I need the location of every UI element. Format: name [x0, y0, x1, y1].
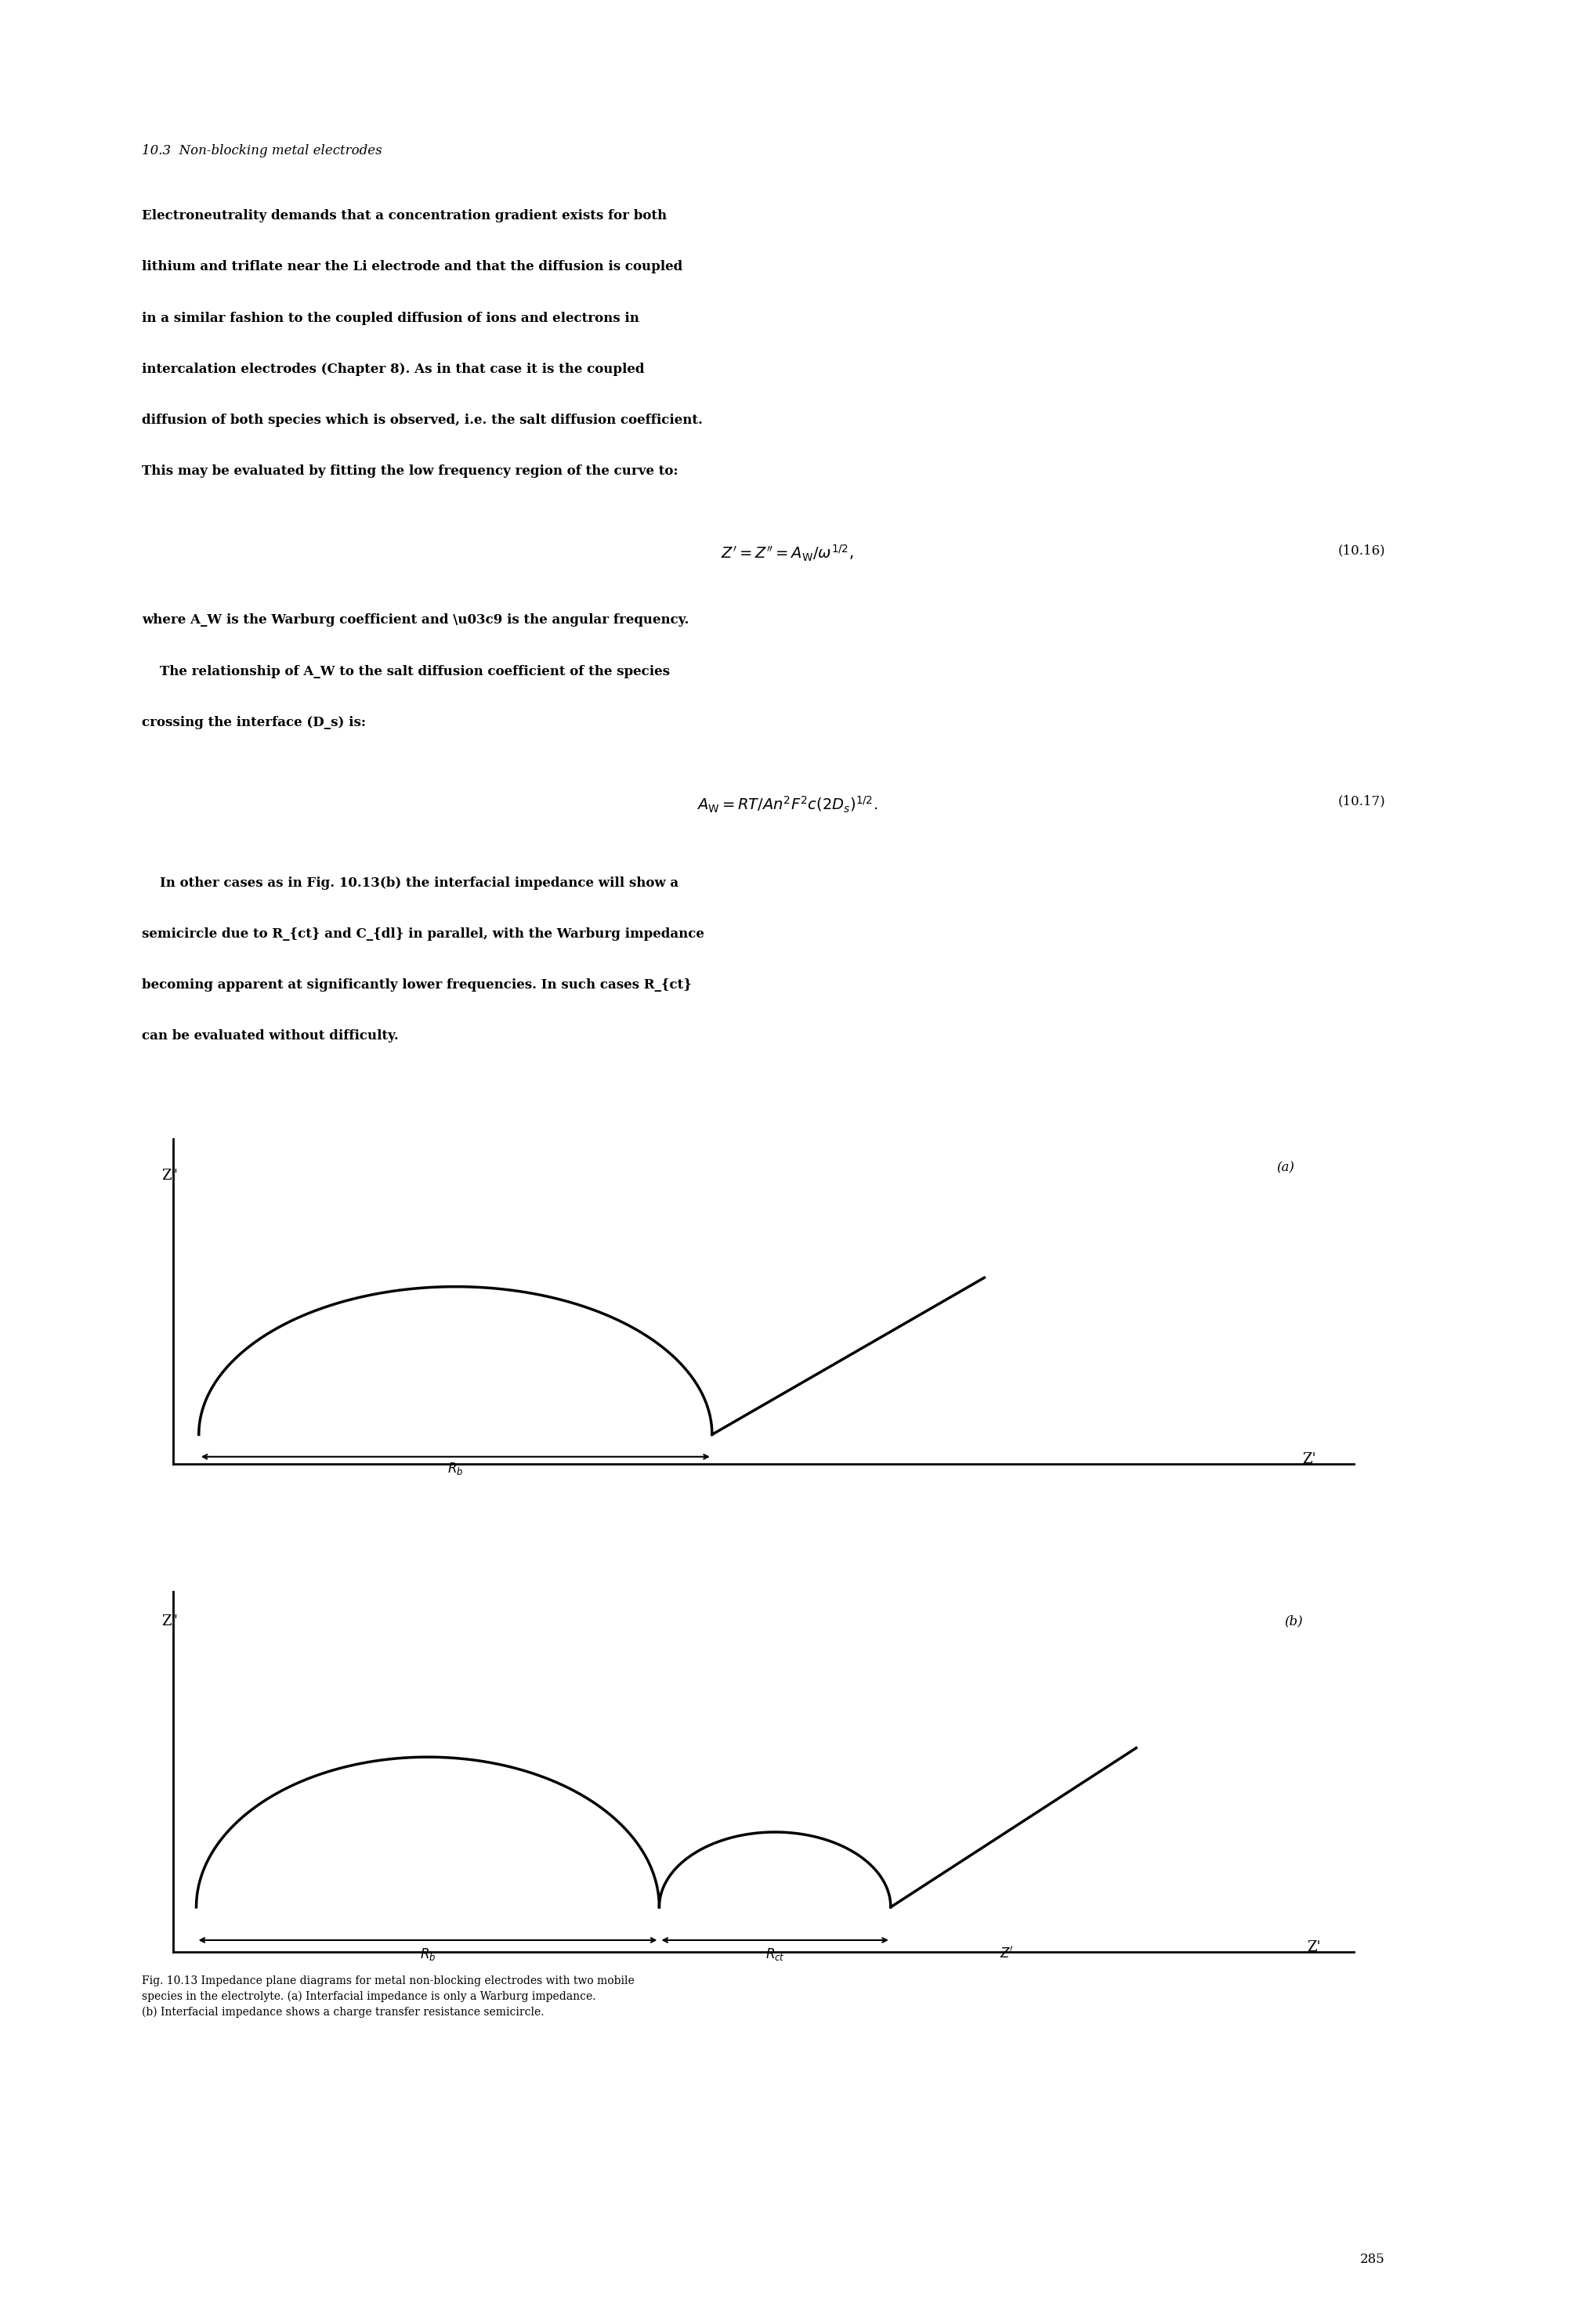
Text: The relationship of A_W to the salt diffusion coefficient of the species: The relationship of A_W to the salt diff… [142, 665, 669, 679]
Text: (10.17): (10.17) [1338, 795, 1385, 809]
Text: semicircle due to R_{ct} and C_{dl} in parallel, with the Warburg impedance: semicircle due to R_{ct} and C_{dl} in p… [142, 927, 704, 941]
Text: Electroneutrality demands that a concentration gradient exists for both: Electroneutrality demands that a concent… [142, 209, 667, 223]
Text: crossing the interface (D_s) is:: crossing the interface (D_s) is: [142, 716, 365, 730]
Text: Z": Z" [162, 1615, 178, 1629]
Text: Z': Z' [1308, 1941, 1321, 1954]
Text: $Z'$: $Z'$ [999, 1945, 1014, 1961]
Text: (b): (b) [1284, 1615, 1303, 1627]
Text: Z': Z' [1302, 1452, 1316, 1466]
Text: 10.3  Non-blocking metal electrodes: 10.3 Non-blocking metal electrodes [142, 144, 382, 158]
Text: intercalation electrodes (Chapter 8). As in that case it is the coupled: intercalation electrodes (Chapter 8). As… [142, 363, 644, 376]
Text: 285: 285 [1360, 2252, 1385, 2266]
Text: (a): (a) [1277, 1162, 1294, 1174]
Text: $R_b$: $R_b$ [447, 1462, 463, 1476]
Text: in a similar fashion to the coupled diffusion of ions and electrons in: in a similar fashion to the coupled diff… [142, 311, 639, 325]
Text: diffusion of both species which is observed, i.e. the salt diffusion coefficient: diffusion of both species which is obser… [142, 414, 702, 428]
Text: $A_{\rm W} = RT/An^2F^2c(2D_s)^{1/2}.$: $A_{\rm W} = RT/An^2F^2c(2D_s)^{1/2}.$ [696, 795, 878, 813]
Text: $R_{ct}$: $R_{ct}$ [765, 1945, 785, 1961]
Text: becoming apparent at significantly lower frequencies. In such cases R_{ct}: becoming apparent at significantly lower… [142, 978, 691, 992]
Text: (10.16): (10.16) [1338, 544, 1385, 558]
Text: This may be evaluated by fitting the low frequency region of the curve to:: This may be evaluated by fitting the low… [142, 465, 678, 479]
Text: can be evaluated without difficulty.: can be evaluated without difficulty. [142, 1030, 398, 1043]
Text: lithium and triflate near the Li electrode and that the diffusion is coupled: lithium and triflate near the Li electro… [142, 260, 683, 274]
Text: Fig. 10.13 Impedance plane diagrams for metal non-blocking electrodes with two m: Fig. 10.13 Impedance plane diagrams for … [142, 1975, 634, 2017]
Text: $R_b$: $R_b$ [420, 1945, 436, 1961]
Text: $Z' = Z'' = A_{\rm W}/\omega^{1/2},$: $Z' = Z'' = A_{\rm W}/\omega^{1/2},$ [721, 544, 853, 562]
Text: where A_W is the Warburg coefficient and \u03c9 is the angular frequency.: where A_W is the Warburg coefficient and… [142, 614, 689, 627]
Text: In other cases as in Fig. 10.13(b) the interfacial impedance will show a: In other cases as in Fig. 10.13(b) the i… [142, 876, 678, 890]
Text: Z": Z" [162, 1169, 178, 1183]
